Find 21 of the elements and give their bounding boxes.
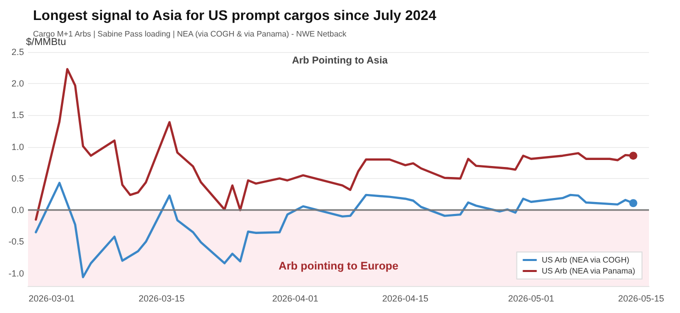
y-tick-label: -0.5: [8, 236, 24, 247]
y-tick-label: 2.0: [11, 78, 24, 89]
band-label: Arb pointing to Europe: [278, 260, 398, 272]
x-tick-label: 2026-03-01: [28, 294, 75, 304]
x-tick-label: 2026-04-01: [272, 294, 318, 304]
x-tick-label: 2026-05-01: [508, 294, 554, 304]
y-tick-label: 1.5: [11, 110, 24, 120]
y-tick-label: 0.0: [11, 205, 24, 216]
chart-subtitle: Cargo M+1 Arbs | Sabine Pass loading | NEA (via COGH & via Panama) - NWE Netback: [33, 30, 348, 38]
y-tick-label: 1.0: [11, 142, 24, 152]
legend-label: US Arb (NEA via COGH): [542, 256, 630, 264]
x-tick-label: 2026-03-15: [138, 294, 185, 304]
x-tick-label: 2026-04-15: [382, 294, 428, 304]
y-tick-label: 0.5: [11, 173, 24, 184]
annotation: Arb Pointing to Asia: [292, 56, 388, 66]
x-tick-label: 2026-05-15: [618, 294, 664, 304]
legend-label: US Arb (NEA via Panama): [542, 266, 636, 276]
y-axis-title: $/MMBtu: [26, 37, 66, 48]
chart-title: Longest signal to Asia for US prompt cargos since July 2024: [33, 7, 436, 23]
y-tick-label: 2.5: [11, 47, 24, 57]
y-tick-label: -1.0: [8, 268, 24, 278]
